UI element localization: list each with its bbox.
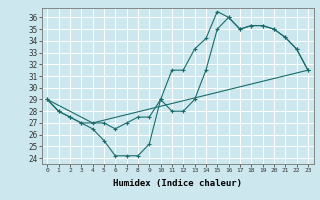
X-axis label: Humidex (Indice chaleur): Humidex (Indice chaleur) <box>113 179 242 188</box>
